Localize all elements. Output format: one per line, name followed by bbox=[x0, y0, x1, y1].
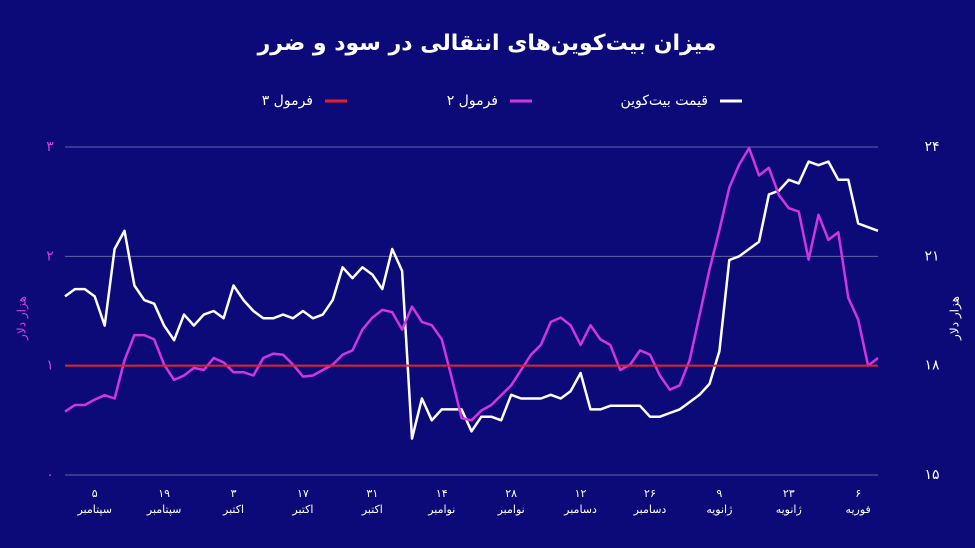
x-tick-label: ۳۱ اکتبر bbox=[361, 487, 383, 516]
y2-axis-title: هزار دلار bbox=[948, 296, 963, 341]
x-tick-label: ۱۲ دسامبر bbox=[564, 487, 597, 516]
x-tick-label: ۱۷ اکتبر bbox=[292, 487, 314, 516]
x-tick-label: ۳ اکتبر bbox=[223, 487, 245, 516]
x-tick-label: ۲۸ نوامبر bbox=[497, 487, 525, 516]
x-tick-label: ۲۳ ژانویه bbox=[775, 487, 802, 516]
x-tick-label: ۵ سپتامبر bbox=[77, 487, 112, 516]
y2-tick-label: ۱۵ bbox=[924, 467, 939, 483]
series-line bbox=[64, 146, 879, 422]
legend-label: فرمول ۲ bbox=[447, 93, 498, 109]
x-tick-label: ۱۹ سپتامبر bbox=[146, 487, 182, 516]
y-tick-label: ۲ bbox=[46, 248, 54, 264]
x-tick-label: ۹ ژانویه bbox=[706, 487, 733, 516]
series-line bbox=[64, 160, 879, 440]
y2-tick-label: ۱۸ bbox=[924, 358, 940, 374]
y-axis-title: هزار دلار bbox=[15, 296, 30, 341]
y-tick-label: ۳ bbox=[46, 139, 54, 155]
x-tick-label: ۱۴ نوامبر bbox=[428, 487, 456, 516]
legend-label: قیمت بیت‌کوین bbox=[620, 93, 708, 109]
y-tick-label: ۱ bbox=[46, 358, 54, 374]
y-tick-label: ۰ bbox=[46, 467, 54, 483]
y2-tick-label: ۲۱ bbox=[924, 248, 939, 264]
legend-label: فرمول ۳ bbox=[262, 93, 313, 109]
x-tick-label: ۶ فوریه bbox=[845, 487, 871, 516]
chart-title: میزان بیت‌کوین‌های انتقالی در سود و ضرر bbox=[257, 31, 717, 56]
x-tick-label: ۲۶ دسامبر bbox=[633, 487, 667, 516]
y2-tick-label: ۲۴ bbox=[924, 139, 939, 155]
